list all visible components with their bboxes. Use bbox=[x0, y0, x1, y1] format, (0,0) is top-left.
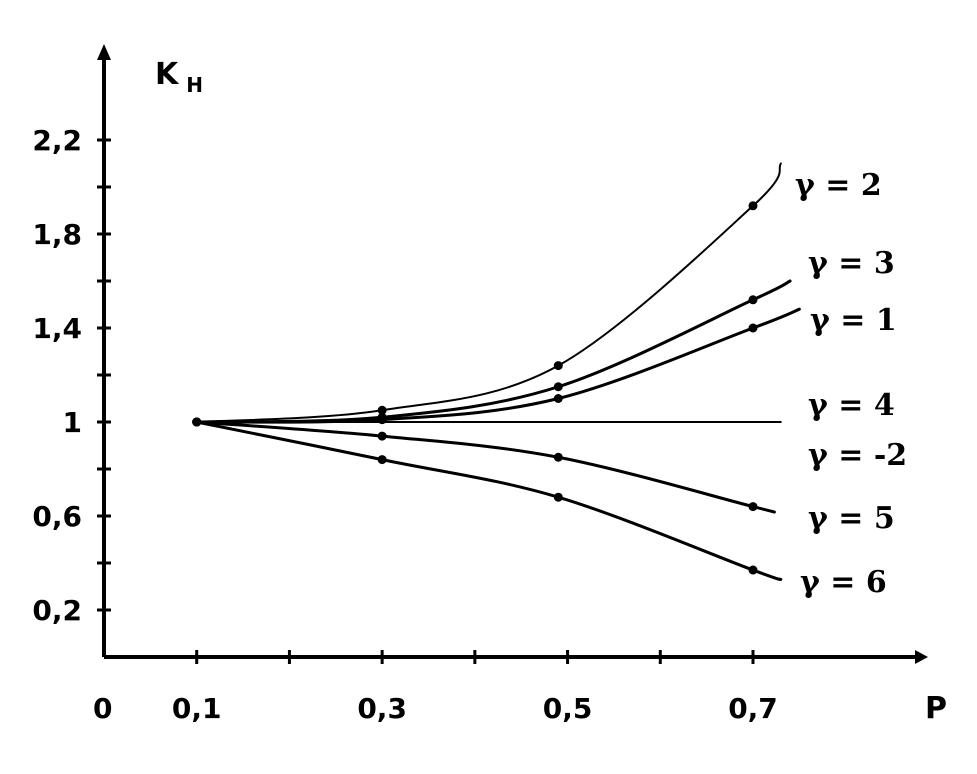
data-point-0 bbox=[553, 361, 563, 371]
data-point-2 bbox=[553, 394, 563, 403]
data-point-0 bbox=[748, 201, 758, 211]
y-tick-label: 2,2 bbox=[32, 124, 82, 157]
x-tick-label: 0,5 bbox=[543, 692, 593, 725]
tick-marks bbox=[97, 138, 755, 664]
data-point-5 bbox=[748, 565, 758, 575]
y-axis-arrow bbox=[97, 44, 111, 60]
data-points bbox=[192, 201, 758, 575]
series-label-1: γ = 3 bbox=[808, 246, 895, 281]
data-point-4 bbox=[553, 452, 563, 462]
y-tick-label: 0,6 bbox=[32, 500, 82, 533]
series-label-3: γ = 4 bbox=[808, 388, 895, 423]
data-point-5 bbox=[553, 492, 563, 502]
data-point-4 bbox=[748, 502, 758, 512]
data-point-0 bbox=[377, 405, 387, 415]
tick-labels: 0,1 0,3 0,5 0,7 0,2 0,6 1 1,4 1,8 2,2 bbox=[32, 124, 777, 725]
x-axis-title: P bbox=[925, 691, 947, 726]
series-curves bbox=[195, 162, 801, 581]
x-axis-arrow bbox=[915, 650, 928, 664]
data-point-1 bbox=[748, 295, 758, 305]
x-tick-label: 0,1 bbox=[172, 692, 222, 725]
series-curve-1 bbox=[195, 279, 792, 424]
series-curve-0 bbox=[195, 162, 782, 423]
series-curve-4 bbox=[195, 420, 776, 514]
data-point-1 bbox=[553, 382, 563, 392]
data-point-5 bbox=[192, 417, 202, 427]
y-tick-label: 1,8 bbox=[32, 218, 82, 251]
data-point-2 bbox=[377, 415, 387, 425]
series-curve-2 bbox=[195, 307, 801, 424]
series-label-0: γ = 2 bbox=[795, 168, 882, 203]
series-labels: γ = 2 γ = 3 γ = 1 γ = 4 γ = -2 γ = 5 γ = 6 bbox=[795, 168, 907, 600]
series-label-2: γ = 1 bbox=[810, 303, 897, 338]
origin-label: 0 bbox=[93, 692, 112, 725]
series-label-6: γ = 6 bbox=[800, 565, 887, 600]
data-point-2 bbox=[748, 323, 758, 333]
y-axis-title-sub: H bbox=[186, 73, 203, 97]
y-axis-title-main: K bbox=[155, 57, 180, 92]
y-tick-label: 0,2 bbox=[32, 594, 82, 627]
axes bbox=[97, 44, 928, 664]
y-tick-label: 1 bbox=[63, 406, 82, 439]
x-tick-label: 0,7 bbox=[728, 692, 778, 725]
y-tick-label: 1,4 bbox=[32, 312, 82, 345]
series-label-4: γ = -2 bbox=[808, 438, 907, 473]
data-point-5 bbox=[377, 455, 387, 465]
series-label-5: γ = 5 bbox=[808, 501, 895, 536]
data-point-4 bbox=[377, 431, 387, 441]
x-tick-label: 0,3 bbox=[357, 692, 407, 725]
